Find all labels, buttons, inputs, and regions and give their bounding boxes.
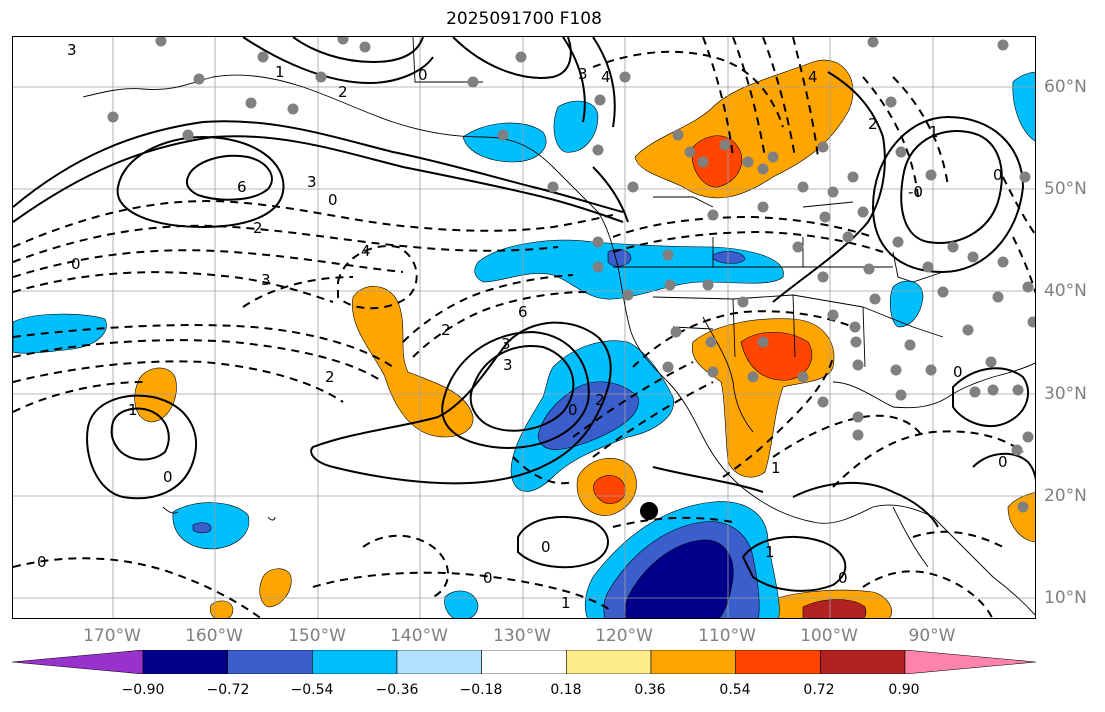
contour-label: 2: [595, 391, 605, 409]
contour-lines: [13, 37, 1035, 618]
contour-label: 0: [568, 401, 578, 419]
contour-label: 0: [37, 553, 47, 571]
graticule: [13, 37, 1035, 618]
contour-label: 1: [128, 401, 138, 419]
contour-label: 2: [253, 219, 263, 237]
contour-label: 2: [868, 115, 878, 133]
latitude-label: 20°N: [1044, 486, 1087, 506]
colorbar-segment: [566, 650, 652, 674]
latitude-label: 10°N: [1044, 588, 1087, 608]
storm-center-dot: [640, 502, 658, 520]
latitude-label: 60°N: [1044, 77, 1087, 97]
negative-anomaly-area: [444, 590, 479, 618]
longitude-label: 140°W: [390, 626, 448, 646]
negative-anomaly-area: [553, 100, 599, 153]
station-dots: [107, 37, 1035, 513]
negative-anomaly-area: [1012, 71, 1035, 142]
longitude-label: 110°W: [698, 626, 756, 646]
colorbar-segment: [735, 650, 821, 674]
contour-label: 0: [418, 66, 428, 84]
colorbar-segment: [904, 650, 1036, 674]
contour-label: 0: [328, 191, 338, 209]
longitude-label: 130°W: [493, 626, 551, 646]
colorbar-segment: [12, 650, 144, 674]
contour-label: 1: [561, 594, 571, 612]
colorbar-tick-label: −0.18: [459, 682, 503, 698]
colorbar-tick-label: −0.54: [290, 682, 334, 698]
colorbar-segment: [481, 650, 567, 674]
colorbar-segment: [820, 650, 906, 674]
colorbar-tick-label: 0.54: [719, 682, 751, 698]
positive-anomaly-area: [691, 135, 743, 188]
contour-label: 1: [765, 543, 775, 561]
contour-label: 6: [518, 303, 528, 321]
colorbar-tick-label: 0.18: [550, 682, 582, 698]
contour-label: 0: [541, 538, 551, 556]
contour-label: 0: [838, 569, 848, 587]
negative-anomaly-area: [192, 522, 212, 534]
positive-anomaly-area: [593, 475, 626, 504]
positive-anomaly-area: [802, 599, 867, 618]
longitude-label: 170°W: [83, 626, 141, 646]
contour-label: 0: [71, 255, 81, 273]
colorbar-tick-label: 0.36: [634, 682, 666, 698]
colorbar-segment: [650, 650, 736, 674]
plot-title: 2025091700 F108: [446, 9, 602, 29]
map-canvas: 3 1 2 0 4 6 3 0 3 2 0 4 3 2 6 3 0 2 0 0: [13, 37, 1035, 618]
longitude-label: 100°W: [800, 626, 858, 646]
longitude-label: 150°W: [288, 626, 346, 646]
contour-label: 1: [771, 459, 781, 477]
map-panel[interactable]: 3 1 2 0 4 6 3 0 3 2 0 4 3 2 6 3 0 2 0 0: [12, 36, 1036, 619]
contour-label: -0: [908, 183, 923, 201]
contour-label: 0: [953, 363, 963, 381]
contour-label: 3: [503, 356, 513, 374]
contour-label: 3: [501, 335, 511, 353]
colorbar-segment: [227, 650, 313, 674]
colorbar-tick-label: −0.72: [206, 682, 250, 698]
positive-anomaly-area: [1007, 492, 1035, 543]
contour-label-group: 3 1 2 0 4 6 3 0 3 2 0 4 3 2 6 3 0 2 0 0: [37, 41, 1008, 612]
colorbar-tick-label: 0.72: [803, 682, 835, 698]
positive-anomaly-area: [634, 59, 854, 199]
latitude-label: 30°N: [1044, 384, 1087, 404]
negative-anomaly-area: [462, 122, 547, 163]
contour-label: 1: [929, 123, 939, 141]
contour-label: 4: [808, 68, 818, 86]
colorbar-tick-label: −0.90: [121, 682, 165, 698]
contour-label: 3: [578, 65, 588, 83]
contour-label: 1: [275, 63, 285, 81]
contour-label: 2: [338, 83, 348, 101]
longitude-label: 120°W: [595, 626, 653, 646]
colorbar-segment: [396, 650, 482, 674]
latitude-label: 50°N: [1044, 179, 1087, 199]
positive-anomaly-area: [209, 600, 234, 618]
contour-label: 2: [441, 321, 451, 339]
negative-anomaly-area: [13, 313, 107, 354]
contour-label: 4: [601, 68, 611, 86]
longitude-label: 90°W: [908, 626, 956, 646]
colorbar: [12, 650, 1036, 674]
colorbar-segment: [142, 650, 228, 674]
contour-label: 6: [237, 178, 247, 196]
negative-anomaly-area: [607, 249, 632, 267]
negative-anomaly-area: [712, 251, 746, 264]
colorbar-tick-label: 0.90: [888, 682, 920, 698]
contour-label: 0: [993, 166, 1003, 184]
contour-label: 0: [163, 468, 173, 486]
negative-anomaly-area: [172, 502, 250, 550]
contour-label: 3: [67, 41, 77, 59]
colorbar-segment: [312, 650, 398, 674]
contour-label: 4: [361, 242, 371, 260]
longitude-label: 160°W: [185, 626, 243, 646]
contour-label: 0: [998, 453, 1008, 471]
colorbar-tick-label: −0.36: [375, 682, 419, 698]
contour-label: 3: [261, 271, 271, 289]
latitude-label: 40°N: [1044, 281, 1087, 301]
positive-anomaly-area: [259, 568, 292, 608]
coastlines: [82, 37, 1035, 616]
contour-label: 2: [325, 368, 335, 386]
contour-label: 0: [483, 569, 493, 587]
contour-label: 3: [307, 173, 317, 191]
